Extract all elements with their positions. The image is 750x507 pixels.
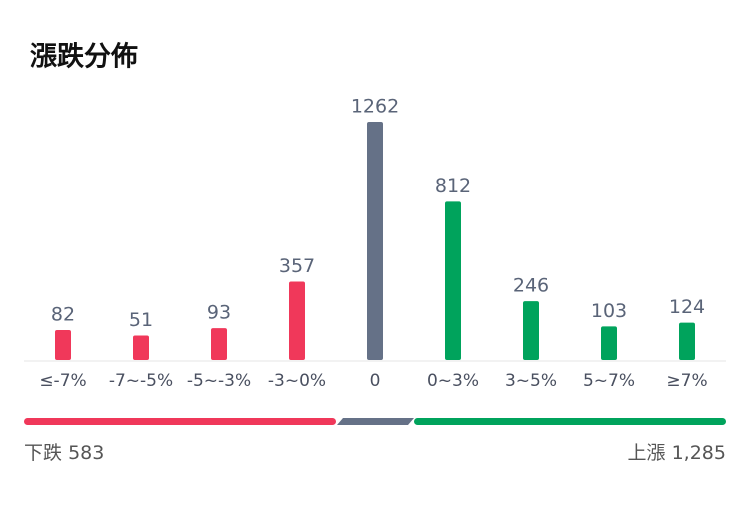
x-tick-label: 3~5%: [505, 371, 557, 391]
x-tick-label: -7~-5%: [109, 371, 173, 391]
value-label: 103: [591, 300, 627, 322]
up-total: 上漲 1,285: [628, 442, 726, 464]
value-label: 246: [513, 275, 549, 297]
value-label: 82: [51, 304, 75, 326]
value-label: 93: [207, 302, 231, 324]
down-label: 下跌: [24, 442, 62, 464]
down-value: 583: [68, 442, 104, 464]
chart-title: 漲跌分佈: [30, 41, 138, 73]
x-tick-label: 0~3%: [427, 371, 479, 391]
value-label: 1262: [351, 96, 399, 118]
bar: [445, 201, 461, 360]
up-label: 上漲: [628, 442, 666, 464]
down-segment: [24, 418, 336, 425]
bar: [601, 326, 617, 360]
bar: [367, 122, 383, 360]
value-label: 51: [129, 309, 153, 331]
down-total: 下跌 583: [24, 442, 104, 464]
bar: [211, 328, 227, 360]
flat-segment: [337, 418, 414, 425]
x-tick-label: 5~7%: [583, 371, 635, 391]
up-segment: [414, 418, 726, 425]
up-value: 1,285: [672, 442, 726, 464]
x-tick-label: ≥7%: [666, 371, 707, 391]
value-label: 812: [435, 175, 471, 197]
bar: [289, 281, 305, 360]
bar: [133, 335, 149, 360]
bar: [55, 330, 71, 360]
x-tick-label: -3~0%: [268, 371, 326, 391]
value-label: 357: [279, 255, 315, 277]
value-label: 124: [669, 296, 705, 318]
x-tick-label: -5~-3%: [187, 371, 251, 391]
x-tick-label: 0: [370, 371, 381, 391]
bar: [679, 322, 695, 360]
x-tick-label: ≤-7%: [39, 371, 86, 391]
bar: [523, 301, 539, 360]
